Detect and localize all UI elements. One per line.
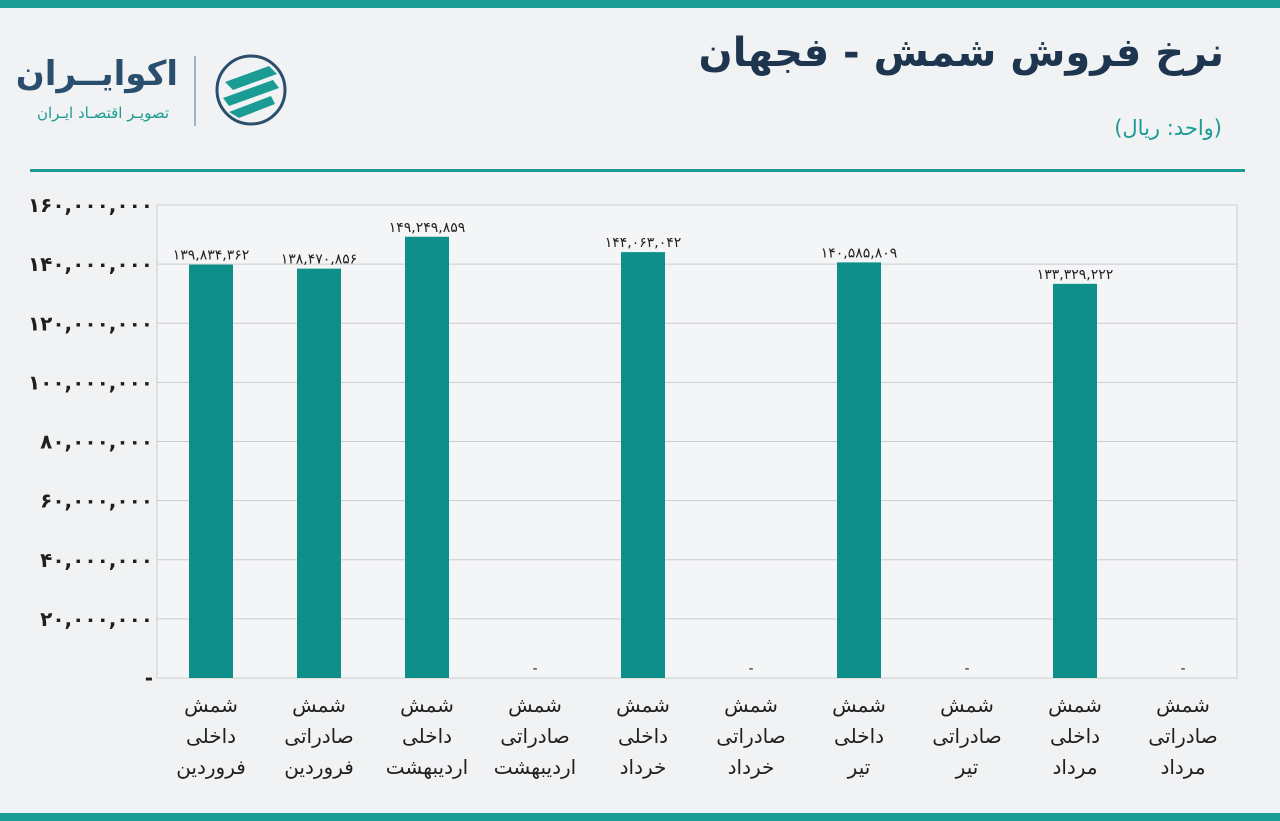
x-tick-label-line: شمش [1048,693,1102,717]
x-tick-label-line: صادراتی [1148,724,1217,748]
x-tick-label-line: صادراتی [932,724,1001,748]
x-tick-label-line: شمش [1156,693,1210,717]
data-label: - [964,661,969,677]
bar [621,252,665,678]
brand-block: اکوایــران تصویـر اقتصـاد ایـران [15,52,298,132]
bar [405,236,449,679]
x-tick-label: شمش صادراتی خرداد [716,693,785,779]
bar [297,268,341,678]
x-tick-label-line: شمش [832,693,886,717]
data-label: ۱۳۹,۸۳۴,۳۶۲ [173,248,250,264]
data-label: ۱۴۰,۵۸۵,۸۰۹ [821,245,898,261]
x-tick-label-line: شمش [616,693,670,717]
bar [189,264,233,678]
data-label: ۱۳۳,۳۲۹,۲۲۲ [1037,267,1114,283]
x-tick-label-line: داخلی [1050,724,1100,748]
data-label: ۱۴۹,۲۴۹,۸۵۹ [389,220,466,236]
x-tick-label-line: خرداد [620,755,667,779]
y-tick-label: ۱۲۰,۰۰۰,۰۰۰ [28,311,153,335]
y-tick-label: - [145,666,153,690]
x-tick-label-line: خرداد [728,755,775,779]
y-tick-label: ۸۰,۰۰۰,۰۰۰ [40,430,153,454]
x-tick-label: شمش صادراتی فروردین [284,693,354,779]
brand-divider [194,56,196,126]
data-label: - [748,661,753,677]
x-tick-label-line: صادراتی [716,724,785,748]
x-tick-label-line: شمش [400,693,454,717]
data-label: - [532,661,537,677]
x-tick-label-line: تیر [955,755,979,779]
x-tick-label-line: مرداد [1160,755,1205,779]
y-tick-label: ۱۶۰,۰۰۰,۰۰۰ [28,193,153,217]
bar [1053,283,1097,678]
x-tick-label-line: داخلی [186,724,236,748]
bar-chart: - ۲۰,۰۰۰,۰۰۰ ۴۰,۰۰۰,۰۰۰ ۶۰,۰۰۰,۰۰۰ ۸۰,۰۰۰,۰۰… [28,193,1238,779]
y-tick-label: ۱۴۰,۰۰۰,۰۰۰ [28,252,153,276]
top-accent-bar [0,0,1280,8]
x-tick-label-line: اردیبهشت [494,755,576,779]
x-tick-label-line: شمش [184,693,238,717]
x-tick-label-line: فروردین [284,755,354,779]
header-divider [30,169,1245,172]
y-tick-label: ۶۰,۰۰۰,۰۰۰ [40,489,153,513]
brand-name: اکوایــران [15,54,178,94]
ecoiran-logo-icon [215,54,287,126]
x-tick-label-line: داخلی [834,724,884,748]
data-label: ۱۳۸,۴۷۰,۸۵۶ [281,252,358,268]
x-tick-label-line: شمش [940,693,994,717]
data-label: ۱۴۴,۰۶۳,۰۴۲ [605,235,682,251]
data-label: - [1180,661,1185,677]
unit-label: (واحد: ریال) [1114,116,1222,140]
x-tick-label-line: صادراتی [500,724,569,748]
x-tick-label-line: صادراتی [284,724,353,748]
x-tick-label: شمش داخلی خرداد [616,693,670,779]
x-tick-label: شمش داخلی تیر [832,693,886,779]
x-tick-label-line: فروردین [176,755,246,779]
x-tick-label-line: شمش [292,693,346,717]
y-tick-label: ۴۰,۰۰۰,۰۰۰ [40,548,153,572]
x-tick-label: شمش داخلی اردیبهشت [386,693,468,779]
x-tick-label-line: داخلی [402,724,452,748]
y-tick-label: ۲۰,۰۰۰,۰۰۰ [40,607,153,631]
x-tick-label-line: شمش [508,693,562,717]
x-tick-label-line: تیر [847,755,871,779]
x-tick-label: شمش صادراتی اردیبهشت [494,693,576,779]
x-tick-label: شمش صادراتی مرداد [1148,693,1217,779]
x-tick-label-line: مرداد [1052,755,1097,779]
x-tick-label: شمش داخلی مرداد [1048,693,1102,779]
y-tick-label: ۱۰۰,۰۰۰,۰۰۰ [28,370,153,394]
bottom-accent-bar [0,813,1280,821]
bar [837,262,881,678]
x-tick-label: شمش صادراتی تیر [932,693,1001,779]
x-tick-label-line: داخلی [618,724,668,748]
page-title: نرخ فروش شمش - فجهان [698,30,1224,76]
x-tick-label: شمش داخلی فروردین [176,693,246,779]
brand-tagline: تصویـر اقتصـاد ایـران [36,104,170,122]
x-tick-label-line: اردیبهشت [386,755,468,779]
x-tick-label-line: شمش [724,693,778,717]
